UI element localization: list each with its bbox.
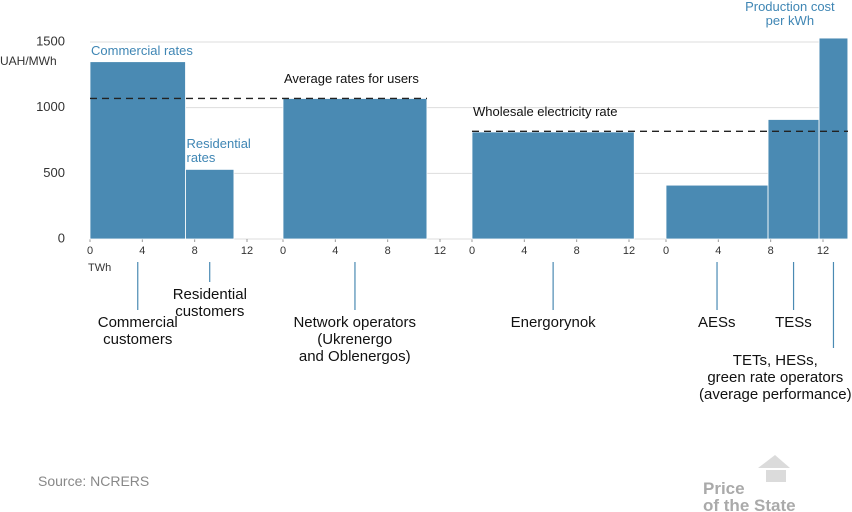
category-label: TETs, HESs, green rate operators (averag… <box>699 352 852 403</box>
x-tick-label: 8 <box>574 245 580 257</box>
reference-label: Wholesale electricity rate <box>473 104 618 120</box>
category-label: TESs <box>775 314 812 331</box>
x-axis-label: TWh <box>88 262 111 274</box>
x-tick-label: 4 <box>521 245 527 257</box>
bar-note: Commercial rates <box>91 42 193 58</box>
logo-icon <box>758 455 790 482</box>
x-tick-label: 12 <box>623 245 635 257</box>
bar-note: Production cost per kWh <box>745 0 835 28</box>
source: Source: NCRERS <box>38 473 150 489</box>
bar <box>185 168 235 240</box>
reference-label: Average rates for users <box>284 71 419 87</box>
category-label: Network operators (Ukrenergo and Oblener… <box>293 314 417 365</box>
category-label: Commercial customers <box>97 314 178 348</box>
bar <box>282 98 428 240</box>
y-tick-label: 0 <box>58 230 65 245</box>
x-tick-label: 12 <box>241 245 253 257</box>
x-tick-label: 8 <box>385 245 391 257</box>
x-tick-label: 8 <box>768 245 774 257</box>
x-tick-label: 4 <box>332 245 338 257</box>
x-tick-label: 4 <box>139 245 145 257</box>
category-label: Energorynok <box>510 314 596 331</box>
x-tick-label: 0 <box>280 245 286 257</box>
x-tick-label: 12 <box>817 245 829 257</box>
bar <box>767 119 820 240</box>
x-tick-label: 8 <box>192 245 198 257</box>
bar-note: Residential rates <box>186 136 251 166</box>
x-tick-label: 0 <box>469 245 475 257</box>
x-tick-label: 0 <box>663 245 669 257</box>
y-tick-label: 500 <box>43 165 65 180</box>
brand: Price of the State <box>703 479 796 512</box>
bar <box>89 61 186 240</box>
x-tick-label: 4 <box>715 245 721 257</box>
x-tick-label: 0 <box>87 245 93 257</box>
category-label: Residential customers <box>172 286 247 320</box>
y-tick-label: 1000 <box>36 99 65 114</box>
x-tick-label: 12 <box>434 245 446 257</box>
y-tick-label: 1500 <box>36 33 65 48</box>
bar <box>818 37 849 240</box>
y-axis-label: UAH/MWh <box>0 54 57 68</box>
category-label: AESs <box>698 314 736 331</box>
bar <box>471 131 635 240</box>
bar <box>665 184 769 240</box>
